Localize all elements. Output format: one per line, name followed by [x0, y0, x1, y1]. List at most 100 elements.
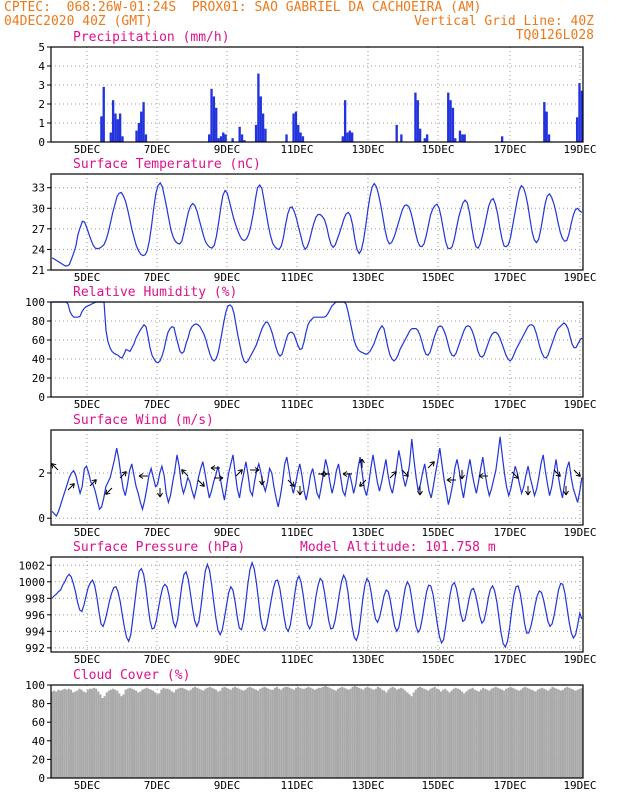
data-bar: [63, 688, 66, 778]
data-bar: [454, 687, 457, 778]
data-bar: [418, 128, 422, 142]
data-bar: [196, 687, 199, 778]
data-bar: [463, 693, 466, 778]
x-tick-label: 5DEC: [74, 653, 101, 666]
data-bar: [264, 128, 267, 142]
data-bar: [465, 691, 468, 778]
data-bar: [259, 96, 262, 142]
data-bar: [532, 690, 535, 778]
data-bar: [400, 687, 403, 778]
data-bar: [341, 686, 344, 778]
x-tick-label: 17DEC: [493, 271, 526, 284]
data-bar: [301, 688, 304, 778]
data-bar: [187, 690, 190, 778]
wind-arrow-head: [563, 490, 569, 496]
data-bar: [198, 688, 201, 778]
x-tick-label: 11DEC: [280, 398, 313, 411]
data-bar: [494, 686, 497, 778]
data-bar: [433, 686, 436, 778]
y-tick-label: 40: [32, 353, 45, 366]
data-bar: [484, 688, 487, 778]
data-bar: [343, 100, 347, 142]
data-bar: [336, 688, 340, 778]
data-bar: [559, 690, 562, 778]
data-bar: [130, 688, 134, 778]
data-bar: [381, 689, 384, 778]
panel-1: 21 24 27 30 33 5DEC 7DEC 9DEC 11DEC 13DEC 15DEC 17D…: [32, 157, 597, 284]
data-bar: [553, 687, 556, 778]
data-bar: [505, 688, 508, 778]
data-bar: [301, 136, 305, 142]
x-tick-label: 15DEC: [421, 779, 454, 792]
data-line: [51, 181, 583, 267]
x-tick-label: 13DEC: [351, 653, 384, 666]
data-bar: [206, 687, 209, 778]
x-tick-label: 13DEC: [351, 779, 384, 792]
x-tick-label: 5DEC: [74, 526, 101, 539]
data-bar: [114, 113, 117, 142]
data-bar: [246, 687, 249, 778]
data-bar: [423, 138, 426, 142]
data-bar: [332, 689, 335, 778]
data-bar: [273, 687, 276, 778]
x-tick-label: 13DEC: [351, 143, 384, 156]
data-bar: [278, 688, 281, 778]
data-bar: [370, 688, 373, 778]
data-bar: [80, 689, 83, 778]
data-bar: [137, 692, 140, 778]
x-tick-label: 7DEC: [144, 143, 171, 156]
data-bar: [286, 686, 289, 778]
data-bar: [240, 134, 244, 142]
data-bar: [208, 134, 211, 142]
header-title: CPTEC: 068:26W-01:24S PROX01: SAO GABRIE…: [4, 0, 482, 15]
data-bar: [151, 690, 155, 778]
data-bar: [111, 100, 115, 142]
wind-arrow-head: [237, 469, 243, 475]
data-bar: [309, 687, 312, 778]
data-bar: [498, 688, 501, 778]
x-tick-label: 5DEC: [74, 398, 101, 411]
panel-frame: [50, 429, 584, 526]
data-bar: [74, 691, 77, 778]
panel-3: 0 2 5DEC 7DEC 9DEC 11DEC 13DEC 15DEC 17DEC 19DEC S…: [38, 413, 596, 539]
y-tick-label: 60: [32, 334, 45, 347]
data-bar: [53, 690, 56, 778]
data-bar: [292, 113, 295, 142]
data-bar: [189, 689, 192, 778]
data-bar: [261, 687, 264, 778]
data-bar: [435, 688, 438, 778]
data-bar: [578, 688, 581, 778]
x-tick-label: 15DEC: [421, 526, 454, 539]
x-tick-label: 19DEC: [563, 526, 596, 539]
data-bar: [288, 687, 291, 778]
data-bar: [410, 696, 413, 778]
data-bar: [217, 138, 220, 142]
x-tick-label: 7DEC: [144, 526, 171, 539]
wind-arrow-head: [478, 473, 484, 479]
data-bar: [320, 687, 323, 778]
wind-arrow-head: [525, 490, 531, 496]
panel-title: Surface Temperature (nC): [73, 157, 261, 172]
data-bar: [524, 686, 527, 778]
data-bar: [576, 689, 579, 778]
data-bar: [90, 688, 94, 778]
x-tick-label: 19DEC: [563, 653, 596, 666]
panel-annotation: Model Altitude: 101.758 m: [300, 540, 496, 555]
data-bar: [447, 92, 450, 142]
data-bar: [225, 687, 228, 778]
data-bar: [299, 687, 302, 778]
wind-arrow-head: [157, 492, 163, 498]
data-bar: [101, 698, 104, 778]
data-bar: [421, 687, 424, 778]
data-bar: [144, 134, 148, 142]
data-bar: [263, 686, 266, 778]
data-bar: [212, 96, 216, 142]
wind-arrow-head: [69, 483, 75, 489]
wind-arrow-head: [359, 481, 365, 487]
data-bar: [519, 689, 523, 778]
data-bar: [360, 688, 363, 778]
data-bar: [328, 687, 331, 778]
data-bar: [473, 689, 476, 778]
data-bar: [168, 689, 171, 778]
data-bar: [99, 694, 102, 778]
